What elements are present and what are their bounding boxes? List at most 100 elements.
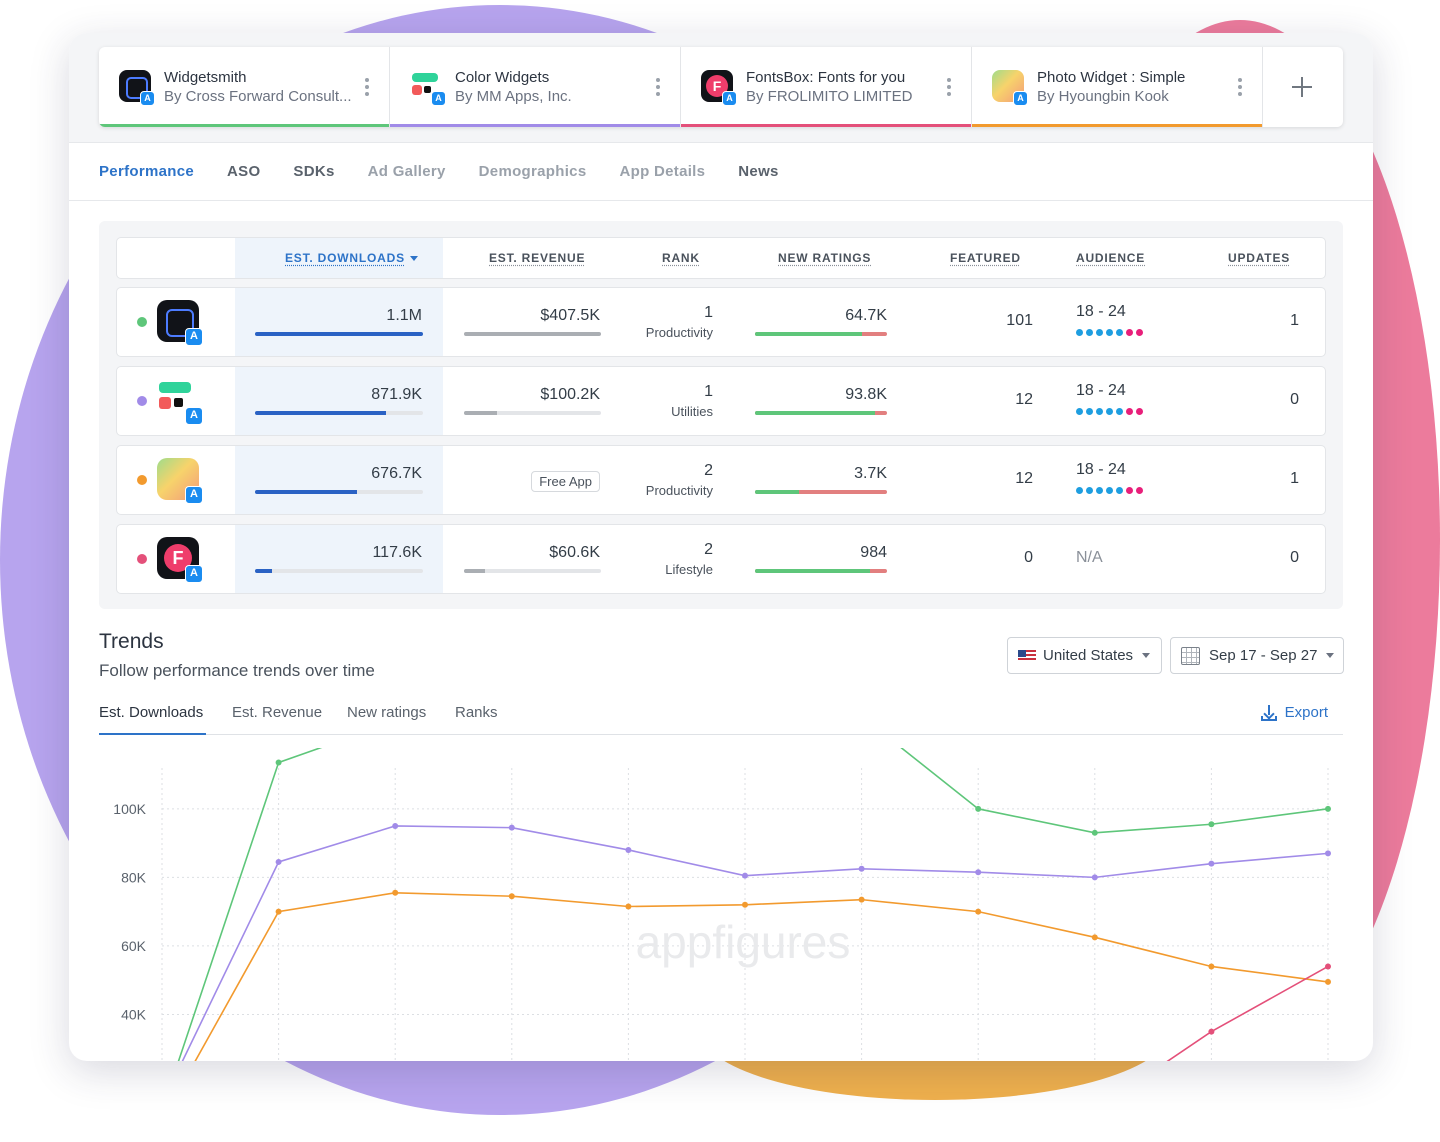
app-tab-widgetsmith[interactable]: A Widgetsmith By Cross Forward Consult... [99,47,390,127]
app-name: Widgetsmith [164,69,247,86]
new-ratings-value: 93.8K [845,386,887,403]
more-options-icon[interactable] [1238,78,1242,96]
series-line-0 [177,748,1329,1061]
app-tab-underline [99,124,389,127]
trend-chart-svg: 120K100K80K60K40K20Kappfigures [113,748,1331,1061]
tab-demographics[interactable]: Demographics [478,163,587,180]
audience-dot [1126,408,1133,415]
header-est-revenue[interactable]: EST. REVENUE [489,251,586,265]
dashboard-card: A Widgetsmith By Cross Forward Consult...… [69,33,1373,1061]
ratings-bar [755,569,887,573]
header-est-downloads[interactable]: EST. DOWNLOADS [285,251,418,265]
audience-dot [1136,329,1143,336]
app-store-icon: A [140,91,155,106]
sorted-column-highlight [235,238,443,278]
table-header: EST. DOWNLOADS EST. REVENUE RANK NEW RAT… [116,237,1326,279]
app-tab-color-widgets[interactable]: A Color Widgets By MM Apps, Inc. [390,47,681,127]
tab-ad-gallery[interactable]: Ad Gallery [367,163,446,180]
featured-value: 12 [1015,391,1033,408]
data-point [508,824,515,831]
audience-dots [1076,408,1156,416]
calendar-icon [1181,646,1200,665]
app-developer: By Cross Forward Consult... [164,88,352,105]
tab-news[interactable]: News [738,163,779,180]
header-featured[interactable]: FEATURED [950,251,1021,265]
sort-caret-icon [409,256,418,261]
data-point [392,822,399,829]
data-point [1208,1028,1215,1035]
audience-dots [1076,487,1156,495]
tab-new-ratings[interactable]: New ratings [347,704,427,721]
photo-widget-icon: A [992,70,1028,106]
photo-widget-icon: A [157,458,203,504]
series-dot [137,554,147,564]
audience-dot [1086,487,1093,494]
more-options-icon[interactable] [947,78,951,96]
more-options-icon[interactable] [365,78,369,96]
y-tick-label: 60K [121,938,147,954]
audience-dot [1126,487,1133,494]
date-range-value: Sep 17 - Sep 27 [1209,647,1318,664]
table-row[interactable]: A 1.1M $407.5K 1 Productivity 64.7K 101 … [116,287,1326,357]
app-tabs: A Widgetsmith By Cross Forward Consult...… [99,47,1343,127]
data-point [275,858,282,865]
data-point [858,896,865,903]
header-new-ratings[interactable]: NEW RATINGS [778,251,872,265]
date-range-dropdown[interactable]: Sep 17 - Sep 27 [1170,637,1344,674]
series-dot [137,396,147,406]
audience-dots [1076,329,1156,337]
more-options-icon[interactable] [656,78,660,96]
audience-dot [1076,487,1083,494]
active-tab-underline [99,733,206,735]
featured-value: 0 [1024,549,1033,566]
y-tick-label: 100K [113,801,146,817]
country-dropdown[interactable]: United States [1007,637,1162,674]
audience-value: 18 - 24 [1076,382,1126,399]
audience-dot [1076,408,1083,415]
table-row[interactable]: A 676.7K Free App 2 Productivity 3.7K 12… [116,445,1326,515]
data-point [1208,963,1215,970]
data-point [858,865,865,872]
audience-dot [1126,329,1133,336]
tab-est-downloads[interactable]: Est. Downloads [99,704,204,721]
app-store-icon: A [185,328,203,346]
ratings-bar [755,490,887,494]
rank-value: 2 [704,541,713,558]
app-name: FontsBox: Fonts for you [746,69,906,86]
add-app-button[interactable] [1263,47,1343,127]
downloads-value: 676.7K [371,465,422,482]
audience-dot [1096,329,1103,336]
header-audience[interactable]: AUDIENCE [1076,251,1146,265]
tab-ranks[interactable]: Ranks [455,704,498,721]
rank-category: Lifestyle [665,562,713,577]
rank-category: Utilities [671,404,713,419]
download-icon [1260,704,1277,721]
table-row[interactable]: A 871.9K $100.2K 1 Utilities 93.8K 12 18… [116,366,1326,436]
tab-performance[interactable]: Performance [99,163,195,180]
free-app-badge: Free App [531,471,600,492]
new-ratings-value: 984 [860,544,887,561]
audience-value: N/A [1076,549,1103,566]
data-point [742,872,748,879]
y-tick-label: 40K [121,1006,147,1022]
export-button[interactable]: Export [1260,704,1328,721]
y-tick-label: 80K [121,869,147,885]
data-point [1208,821,1215,828]
tab-aso[interactable]: ASO [227,163,261,180]
widgetsmith-icon: A [157,300,203,346]
tab-sdks[interactable]: SDKs [293,163,335,180]
new-ratings-value: 64.7K [845,307,887,324]
header-updates[interactable]: UPDATES [1228,251,1291,265]
tab-est-revenue[interactable]: Est. Revenue [232,704,323,721]
app-developer: By MM Apps, Inc. [455,88,572,105]
header-rank[interactable]: RANK [662,251,700,265]
tab-app-details[interactable]: App Details [619,163,706,180]
audience-dot [1096,487,1103,494]
app-tab-photo-widget[interactable]: A Photo Widget : Simple By Hyoungbin Kook [972,47,1263,127]
rank-category: Productivity [645,483,713,498]
downloads-value: 117.6K [372,544,422,561]
watermark-logo: appfigures [636,916,851,968]
